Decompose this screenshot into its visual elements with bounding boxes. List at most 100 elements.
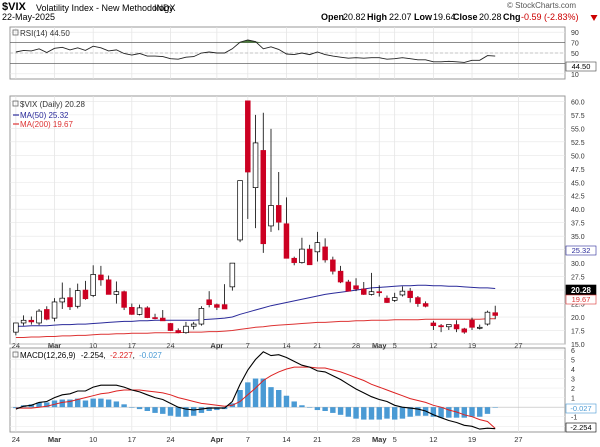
candle	[98, 265, 104, 286]
candle	[330, 256, 336, 275]
candle	[415, 296, 421, 307]
candle-body	[446, 324, 452, 328]
macd-histogram-bar	[59, 399, 65, 408]
candle	[74, 283, 81, 309]
candle	[136, 304, 143, 316]
candle	[214, 303, 220, 311]
candle	[446, 324, 452, 330]
price-axis-tick-label: 20.0	[571, 315, 585, 322]
open-value: 20.82	[343, 12, 366, 22]
candle-body	[391, 297, 398, 301]
candle	[252, 114, 259, 229]
macd-histogram-bar	[90, 398, 96, 408]
candle-body	[252, 142, 259, 189]
candle	[129, 303, 135, 315]
candle-body	[237, 180, 243, 241]
macd-legend-name: MACD(12,26,9)	[20, 351, 76, 360]
candle	[190, 321, 197, 330]
macd-axis-tick-label: 2	[571, 386, 575, 393]
price-axis-tick-label: 42.5	[571, 194, 585, 201]
x-axis-tick-label: 17	[128, 341, 136, 350]
candle-body	[368, 291, 375, 295]
macd-legend: MACD(12,26,9) -2.254, -2.227, -0.027	[12, 351, 162, 360]
price-axis-tick-label: 27.5	[571, 275, 585, 282]
candle-body	[206, 299, 212, 305]
candle	[361, 282, 367, 295]
candle-body	[129, 306, 135, 315]
candle	[20, 315, 27, 326]
x-axis-tick-label: May	[372, 435, 387, 444]
candle	[237, 180, 243, 243]
candle	[268, 128, 274, 232]
exchange-label: INDX	[154, 3, 176, 13]
price-axis-tick-label: 60.0	[571, 99, 585, 106]
ma200-tag-text: 19.67	[572, 295, 591, 304]
macd-histogram-bar	[129, 407, 135, 408]
candle-body	[20, 319, 27, 324]
x-axis-tick-label: 27	[514, 341, 522, 350]
price-axis-tick-label: 22.5	[571, 302, 585, 309]
candle	[291, 256, 297, 266]
candle	[13, 322, 19, 336]
candle-body	[98, 274, 104, 281]
candle-body	[144, 307, 151, 318]
macd-axis-tick-label: 4	[571, 367, 575, 374]
macd-histogram-bar	[446, 407, 452, 418]
candle-body	[415, 297, 421, 304]
x-axis-tick-label: 28	[352, 435, 360, 444]
x-axis-tick-label: 24	[166, 341, 174, 350]
rsi-axis-tick-label: 90	[571, 30, 579, 37]
macd-legend-signal: -2.227	[110, 351, 133, 360]
x-axis-tick-label: 7	[246, 435, 250, 444]
macd-axis-tick-label: 5	[571, 357, 575, 364]
macd-legend-text: MACD(12,26,9) -2.254, -2.227, -0.027	[20, 351, 162, 360]
legend-box-icon	[12, 29, 19, 36]
macd-histogram-bar	[75, 398, 81, 408]
macd-histogram-bar	[260, 378, 266, 408]
candle-body	[399, 290, 406, 296]
candle	[160, 310, 166, 322]
candle-body	[214, 304, 220, 308]
candle	[314, 231, 321, 262]
candle	[283, 197, 290, 259]
macd-histogram-bar	[368, 407, 375, 420]
chg-value: -0.59 (-2.83%)	[521, 12, 579, 22]
candle-body	[291, 257, 297, 263]
x-axis-tick-label: 21	[313, 435, 321, 444]
candle-body	[229, 262, 236, 288]
candle	[51, 298, 58, 322]
candle	[67, 287, 73, 311]
security-name: Volatility Index - New Methodology	[36, 3, 174, 13]
macd-histogram-bar	[175, 407, 181, 417]
rsi-axis-tick-label: 10	[571, 72, 579, 79]
macd-histogram-bar	[98, 398, 104, 408]
macd-histogram-bar	[314, 407, 321, 411]
candle	[453, 320, 460, 333]
macd-histogram-bar	[268, 387, 274, 408]
ma200-line	[15, 318, 496, 338]
price-axis-tick-label: 52.5	[571, 140, 585, 147]
candle	[121, 290, 127, 311]
price-axis-tick-label: 15.0	[571, 342, 585, 349]
rsi-legend-text: RSI(14) 44.50	[20, 29, 70, 38]
symbol-label: $VIX	[2, 1, 26, 13]
x-axis-tick-label: 24	[12, 341, 20, 350]
ma50-tag-text: 25.32	[572, 246, 591, 255]
rsi-tag-text: 44.50	[572, 62, 591, 71]
candle-body	[167, 323, 174, 331]
macd-histogram-bar	[291, 401, 297, 408]
candle	[198, 306, 205, 326]
macd-histogram-bar	[430, 407, 437, 417]
macd-histogram-bar	[384, 407, 390, 419]
candle-body	[175, 330, 181, 334]
macd-signal-line	[15, 366, 496, 429]
candle	[82, 280, 89, 300]
x-axis-tick-label: 21	[313, 341, 321, 350]
x-axis-tick-label: 19	[468, 341, 476, 350]
macd-histogram-bar	[337, 407, 344, 415]
rsi-value-tag: 44.50	[565, 61, 597, 72]
candle-body	[260, 150, 267, 245]
candle	[90, 265, 96, 298]
macd-axis-tick-label: 1	[571, 396, 575, 403]
